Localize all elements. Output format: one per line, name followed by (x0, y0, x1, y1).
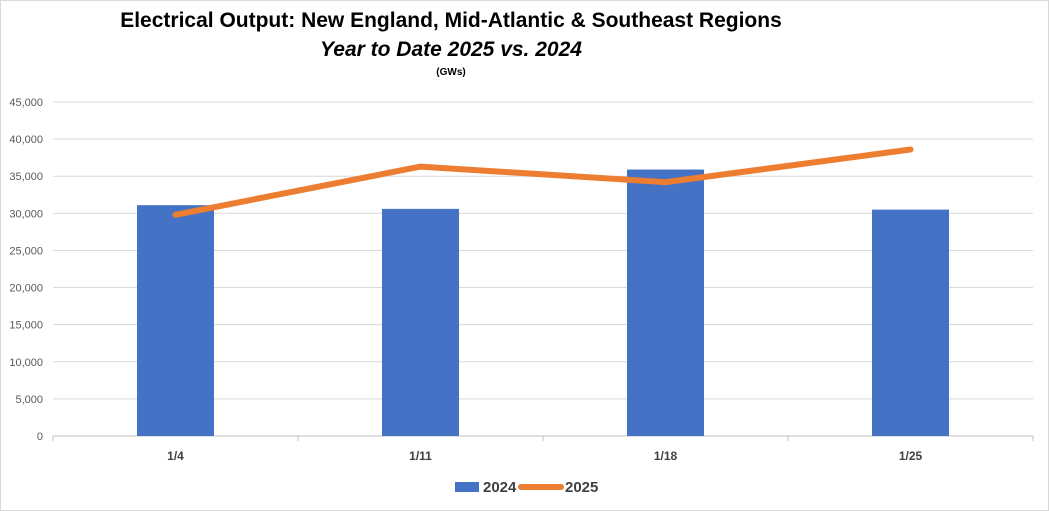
chart-title: Electrical Output: New England, Mid-Atla… (120, 9, 782, 32)
y-tick-label: 10,000 (9, 357, 43, 369)
y-tick-label: 45,000 (9, 97, 43, 109)
y-tick-label: 15,000 (9, 320, 43, 332)
x-tick-label: 1/25 (899, 449, 923, 463)
y-tick-label: 35,000 (9, 171, 43, 183)
legend-label-2025: 2025 (565, 479, 598, 496)
line-2025 (172, 146, 914, 218)
y-tick-label: 20,000 (9, 283, 43, 295)
y-tick-label: 40,000 (9, 134, 43, 146)
legend-label-2024: 2024 (483, 479, 517, 496)
x-axis-ticks: 1/4 1/11 1/18 1/25 (167, 449, 922, 463)
bar-2024 (137, 205, 214, 436)
y-tick-label: 30,000 (9, 208, 43, 220)
legend-swatch-2024 (455, 482, 479, 492)
x-tick-label: 1/4 (167, 449, 184, 463)
bar-2024 (872, 209, 949, 436)
gridlines (52, 101, 1034, 441)
chart-subtitle: Year to Date 2025 vs. 2024 (320, 38, 582, 61)
bar-2024 (627, 169, 704, 436)
line-series-2025 (172, 146, 914, 218)
bar-2024 (382, 208, 459, 436)
y-tick-label: 25,000 (9, 245, 43, 257)
y-tick-label: 5,000 (15, 394, 43, 406)
bar-series-2024 (137, 169, 949, 436)
unit-label: (GWs) (436, 67, 465, 78)
y-axis-ticks: 0 5,000 10,000 15,000 20,000 25,000 30,000 35,0… (9, 97, 43, 443)
y-tick-label: 0 (37, 431, 43, 443)
legend: 2024 2025 (455, 479, 598, 496)
x-tick-label: 1/11 (409, 449, 432, 463)
x-tick-label: 1/18 (654, 449, 678, 463)
